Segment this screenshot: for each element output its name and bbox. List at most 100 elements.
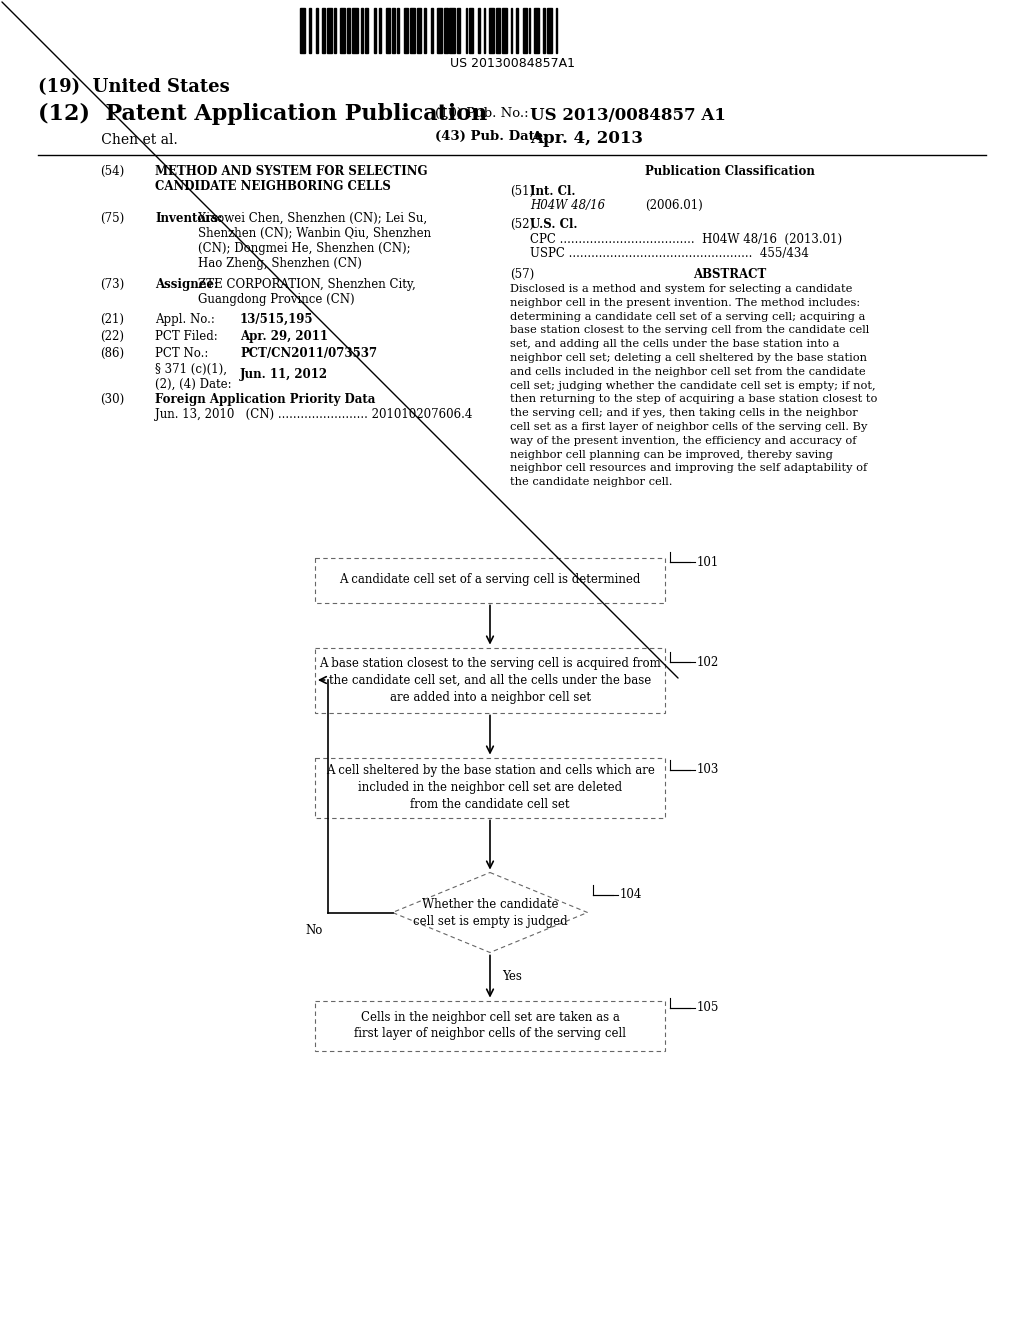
Text: the serving cell; and if yes, then taking cells in the neighbor: the serving cell; and if yes, then takin… — [510, 408, 858, 418]
Text: (75): (75) — [100, 213, 124, 224]
Text: 104: 104 — [620, 888, 642, 902]
Bar — [511, 8, 512, 53]
Text: Inventors:: Inventors: — [155, 213, 222, 224]
Text: Foreign Application Priority Data: Foreign Application Priority Data — [155, 393, 376, 407]
Text: H04W 48/16: H04W 48/16 — [530, 199, 605, 213]
Text: 101: 101 — [697, 556, 719, 569]
Bar — [502, 8, 507, 53]
Bar — [466, 8, 467, 53]
Text: Xiaowei Chen, Shenzhen (CN); Lei Su,
Shenzhen (CN); Wanbin Qiu, Shenzhen
(CN); D: Xiaowei Chen, Shenzhen (CN); Lei Su, She… — [198, 213, 431, 271]
Text: (30): (30) — [100, 393, 124, 407]
Text: Appl. No.:: Appl. No.: — [155, 313, 215, 326]
Bar — [489, 8, 495, 53]
Bar — [431, 8, 433, 53]
Text: Chen et al.: Chen et al. — [75, 133, 178, 147]
Text: ZTE CORPORATION, Shenzhen City,
Guangdong Province (CN): ZTE CORPORATION, Shenzhen City, Guangdon… — [198, 279, 416, 306]
Text: Publication Classification: Publication Classification — [645, 165, 815, 178]
Text: (10) Pub. No.:: (10) Pub. No.: — [435, 107, 528, 120]
Text: Cells in the neighbor cell set are taken as a
first layer of neighbor cells of t: Cells in the neighbor cell set are taken… — [354, 1011, 626, 1040]
Bar — [543, 8, 545, 53]
Text: way of the present invention, the efficiency and accuracy of: way of the present invention, the effici… — [510, 436, 856, 446]
Bar — [361, 8, 362, 53]
Text: PCT Filed:: PCT Filed: — [155, 330, 218, 343]
FancyBboxPatch shape — [315, 758, 665, 817]
Bar — [397, 8, 399, 53]
Text: (51): (51) — [510, 185, 535, 198]
Text: 105: 105 — [697, 1001, 720, 1014]
Text: (2006.01): (2006.01) — [645, 199, 702, 213]
FancyBboxPatch shape — [315, 648, 665, 713]
Text: Int. Cl.: Int. Cl. — [530, 185, 575, 198]
Bar — [483, 8, 485, 53]
Text: neighbor cell set; deleting a cell sheltered by the base station: neighbor cell set; deleting a cell shelt… — [510, 352, 867, 363]
Bar — [497, 8, 500, 53]
Text: (52): (52) — [510, 218, 535, 231]
Text: then returning to the step of acquiring a base station closest to: then returning to the step of acquiring … — [510, 395, 878, 404]
FancyBboxPatch shape — [315, 557, 665, 602]
Bar — [352, 8, 357, 53]
Text: PCT/CN2011/073537: PCT/CN2011/073537 — [240, 347, 377, 360]
Bar — [516, 8, 518, 53]
Bar — [386, 8, 390, 53]
Bar — [556, 8, 557, 53]
Bar — [410, 8, 415, 53]
Text: A cell sheltered by the base station and cells which are
included in the neighbo: A cell sheltered by the base station and… — [326, 764, 654, 810]
Text: PCT No.:: PCT No.: — [155, 347, 208, 360]
Bar — [347, 8, 350, 53]
Text: Yes: Yes — [502, 970, 522, 983]
Bar — [450, 8, 455, 53]
Text: (43) Pub. Date:: (43) Pub. Date: — [435, 129, 548, 143]
Bar — [322, 8, 326, 53]
Polygon shape — [392, 873, 588, 953]
Text: base station closest to the serving cell from the candidate cell: base station closest to the serving cell… — [510, 326, 869, 335]
Bar — [316, 8, 318, 53]
Text: ABSTRACT: ABSTRACT — [693, 268, 767, 281]
Bar — [365, 8, 369, 53]
Text: Apr. 4, 2013: Apr. 4, 2013 — [530, 129, 643, 147]
Text: US 20130084857A1: US 20130084857A1 — [450, 57, 574, 70]
Bar — [417, 8, 421, 53]
Text: set, and adding all the cells under the base station into a: set, and adding all the cells under the … — [510, 339, 840, 350]
Text: 103: 103 — [697, 763, 720, 776]
Bar — [444, 8, 447, 53]
Bar — [334, 8, 336, 53]
Bar — [340, 8, 345, 53]
Bar — [392, 8, 395, 53]
Text: CPC ....................................  H04W 48/16  (2013.01): CPC ....................................… — [530, 234, 842, 246]
Text: (57): (57) — [510, 268, 535, 281]
Text: neighbor cell planning can be improved, thereby saving: neighbor cell planning can be improved, … — [510, 450, 833, 459]
Text: US 2013/0084857 A1: US 2013/0084857 A1 — [530, 107, 726, 124]
Text: cell set as a first layer of neighbor cells of the serving cell. By: cell set as a first layer of neighbor ce… — [510, 422, 867, 432]
Bar — [374, 8, 376, 53]
Text: § 371 (c)(1),
(2), (4) Date:: § 371 (c)(1), (2), (4) Date: — [155, 363, 231, 391]
Text: (12)  Patent Application Publication: (12) Patent Application Publication — [38, 103, 487, 125]
Text: Apr. 29, 2011: Apr. 29, 2011 — [240, 330, 328, 343]
Bar — [457, 8, 460, 53]
Bar — [469, 8, 473, 53]
Text: A candidate cell set of a serving cell is determined: A candidate cell set of a serving cell i… — [339, 573, 641, 586]
Text: USPC .................................................  455/434: USPC ...................................… — [530, 247, 809, 260]
Text: METHOD AND SYSTEM FOR SELECTING
CANDIDATE NEIGHBORING CELLS: METHOD AND SYSTEM FOR SELECTING CANDIDAT… — [155, 165, 427, 193]
Text: (73): (73) — [100, 279, 124, 290]
Text: Jun. 11, 2012: Jun. 11, 2012 — [240, 368, 328, 381]
Text: U.S. Cl.: U.S. Cl. — [530, 218, 578, 231]
Text: Assignee:: Assignee: — [155, 279, 218, 290]
Text: neighbor cell resources and improving the self adaptability of: neighbor cell resources and improving th… — [510, 463, 867, 474]
Text: Disclosed is a method and system for selecting a candidate: Disclosed is a method and system for sel… — [510, 284, 852, 294]
Text: 102: 102 — [697, 656, 719, 668]
Text: neighbor cell in the present invention. The method includes:: neighbor cell in the present invention. … — [510, 298, 860, 308]
Text: No: No — [305, 924, 323, 937]
Bar — [327, 8, 333, 53]
Bar — [300, 8, 305, 53]
Bar — [523, 8, 526, 53]
Bar — [404, 8, 408, 53]
Bar — [379, 8, 381, 53]
FancyBboxPatch shape — [315, 1001, 665, 1051]
Text: (54): (54) — [100, 165, 124, 178]
Text: A base station closest to the serving cell is acquired from
the candidate cell s: A base station closest to the serving ce… — [319, 656, 660, 704]
Bar — [478, 8, 480, 53]
Text: Whether the candidate
cell set is empty is judged: Whether the candidate cell set is empty … — [413, 898, 567, 928]
Text: determining a candidate cell set of a serving cell; acquiring a: determining a candidate cell set of a se… — [510, 312, 865, 322]
Bar — [437, 8, 442, 53]
Bar — [424, 8, 426, 53]
